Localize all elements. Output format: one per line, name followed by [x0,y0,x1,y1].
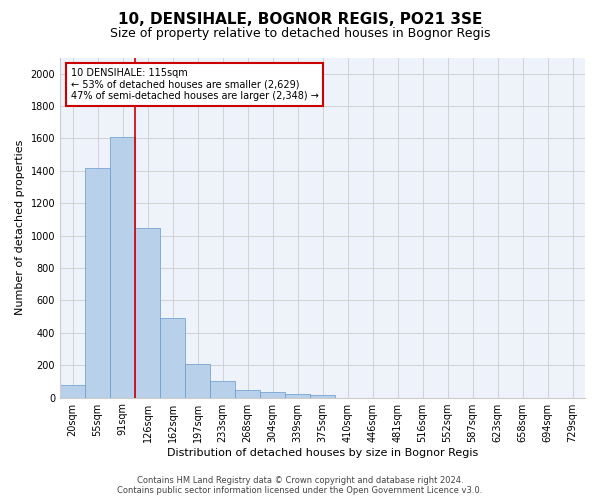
Bar [310,395,335,398]
Bar [160,318,185,398]
Bar [260,392,285,398]
Bar [235,390,260,398]
Bar [285,394,310,398]
Bar [210,382,235,398]
Y-axis label: Number of detached properties: Number of detached properties [15,140,25,315]
Bar [110,137,135,398]
Bar [135,228,160,398]
Text: 10 DENSIHALE: 115sqm
← 53% of detached houses are smaller (2,629)
47% of semi-de: 10 DENSIHALE: 115sqm ← 53% of detached h… [71,68,319,101]
Text: Size of property relative to detached houses in Bognor Regis: Size of property relative to detached ho… [110,28,490,40]
Bar [60,384,85,398]
Text: Contains HM Land Registry data © Crown copyright and database right 2024.
Contai: Contains HM Land Registry data © Crown c… [118,476,482,495]
Bar [85,168,110,398]
Text: 10, DENSIHALE, BOGNOR REGIS, PO21 3SE: 10, DENSIHALE, BOGNOR REGIS, PO21 3SE [118,12,482,28]
Bar [185,364,210,398]
X-axis label: Distribution of detached houses by size in Bognor Regis: Distribution of detached houses by size … [167,448,478,458]
